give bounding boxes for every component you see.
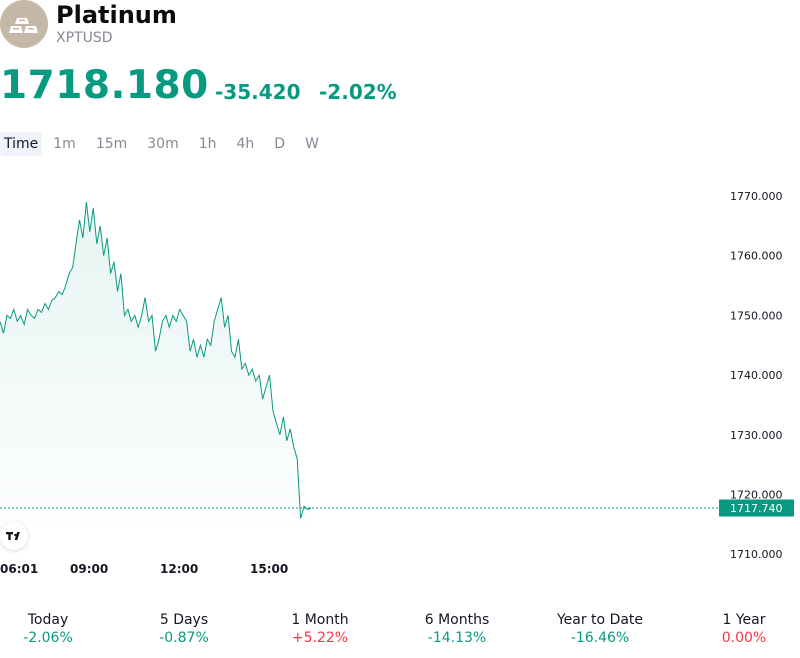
perf-value: 0.00% [721, 630, 767, 646]
last-price-badge-label: 1717.740 [730, 502, 783, 515]
price-change: -35.420 [215, 80, 301, 104]
price-line [0, 201, 312, 519]
perf-year-to-date[interactable]: Year to Date -16.46% [540, 612, 660, 647]
perf-label: 1 Month [291, 612, 349, 628]
symbol-ticker: XPTUSD [56, 30, 113, 46]
x-tick-label: 15:00 [250, 562, 289, 576]
perf-5-days[interactable]: 5 Days -0.87% [124, 612, 244, 647]
platinum-logo-icon [0, 0, 48, 48]
perf-value: -14.13% [427, 630, 487, 646]
tab-30m[interactable]: 30m [147, 136, 179, 152]
x-tick-label: 06:01 [0, 562, 39, 576]
y-tick-label: 1740.000 [730, 369, 783, 382]
tab-time[interactable]: Time [0, 132, 43, 156]
tab-15m[interactable]: 15m [95, 136, 128, 152]
tab-w[interactable]: W [305, 136, 319, 152]
interval-tabs: Time 1m 15m 30m 1h 4h D W [0, 132, 330, 156]
tab-4h[interactable]: 4h [236, 136, 255, 152]
tab-1m[interactable]: 1m [53, 136, 76, 152]
x-tick-label: 09:00 [70, 562, 109, 576]
tab-d[interactable]: D [274, 136, 286, 152]
y-tick-label: 1720.000 [730, 489, 783, 502]
perf-label: 6 Months [424, 612, 490, 628]
perf-value: -2.06% [23, 630, 73, 646]
perf-1-year[interactable]: 1 Year 0.00% [684, 612, 800, 647]
y-tick-label: 1710.000 [730, 548, 783, 560]
perf-value: -16.46% [570, 630, 630, 646]
price-chart[interactable]: 1770.000 1760.000 1750.000 1740.000 1730.000… [0, 170, 800, 560]
price-change-percent: -2.02% [319, 80, 397, 104]
perf-label: Year to Date [556, 612, 644, 628]
perf-label: Today [27, 612, 69, 628]
last-price-badge [719, 499, 794, 517]
price-area-fill [0, 202, 311, 525]
last-price: 1718.180 [0, 63, 209, 108]
perf-label: 5 Days [159, 612, 209, 628]
y-tick-label: 1730.000 [730, 429, 783, 442]
x-tick-label: 12:00 [160, 562, 199, 576]
perf-today[interactable]: Today -2.06% [0, 612, 108, 647]
perf-1-month[interactable]: 1 Month +5.22% [260, 612, 380, 647]
tab-1h[interactable]: 1h [198, 136, 217, 152]
symbol-title: Platinum [56, 1, 177, 29]
y-tick-label: 1750.000 [730, 309, 783, 322]
y-tick-label: 1770.000 [730, 190, 783, 203]
y-tick-label: 1760.000 [730, 250, 783, 263]
tradingview-logo-icon[interactable] [0, 522, 28, 550]
perf-6-months[interactable]: 6 Months -14.13% [397, 612, 517, 647]
y-axis: 1770.000 1760.000 1750.000 1740.000 1730.000… [730, 190, 783, 560]
perf-value: -0.87% [159, 630, 209, 646]
perf-value: +5.22% [291, 630, 349, 646]
perf-label: 1 Year [722, 612, 766, 628]
